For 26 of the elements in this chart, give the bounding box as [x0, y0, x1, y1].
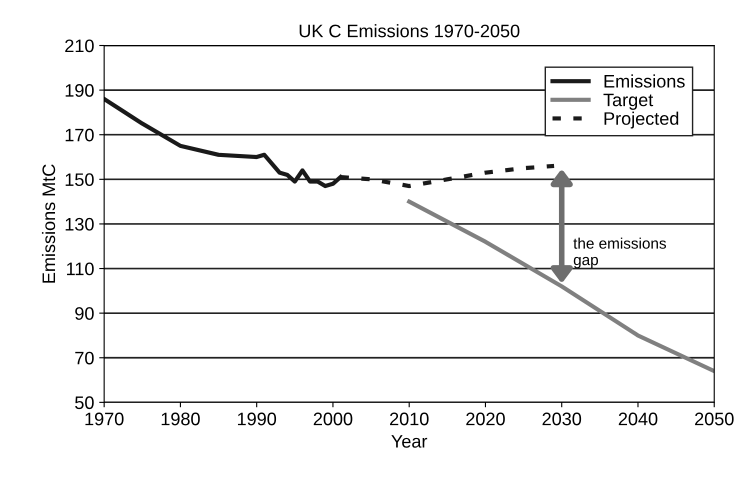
legend-label: Projected: [604, 112, 678, 128]
y-axis-title: Emissions MtC: [42, 164, 56, 283]
annotation: the emissions gap: [573, 238, 666, 268]
x-axis-title: Year: [391, 435, 428, 448]
y-tick-label: 50: [75, 396, 94, 410]
y-tick-label: 90: [75, 307, 94, 320]
x-tick-label: 1980: [162, 412, 200, 426]
x-tick-label: 2000: [314, 412, 352, 426]
x-tick-label: 1970: [85, 412, 124, 426]
y-tick-label: 110: [67, 262, 94, 276]
x-tick-label: 2040: [618, 412, 658, 426]
legend-label: Target: [603, 94, 654, 110]
line-series: [407, 200, 714, 374]
x-tick-label: 2020: [466, 412, 505, 426]
x-tick-label: 2030: [542, 412, 582, 426]
y-tick-label: 130: [66, 218, 94, 231]
x-tick-label: 2010: [390, 412, 429, 426]
chart-title: UK C Emissions 1970-2050: [300, 24, 520, 38]
y-tick-label: 190: [66, 84, 94, 97]
legend-label: Emissions: [604, 74, 685, 88]
x-tick-label: 2050: [695, 412, 734, 426]
y-tick-label: 150: [66, 173, 94, 186]
x-tick-label: 1990: [238, 412, 276, 426]
y-tick-label: 70: [75, 352, 94, 364]
y-tick-label: 170: [66, 128, 94, 142]
y-tick-label: 210: [65, 39, 94, 52]
